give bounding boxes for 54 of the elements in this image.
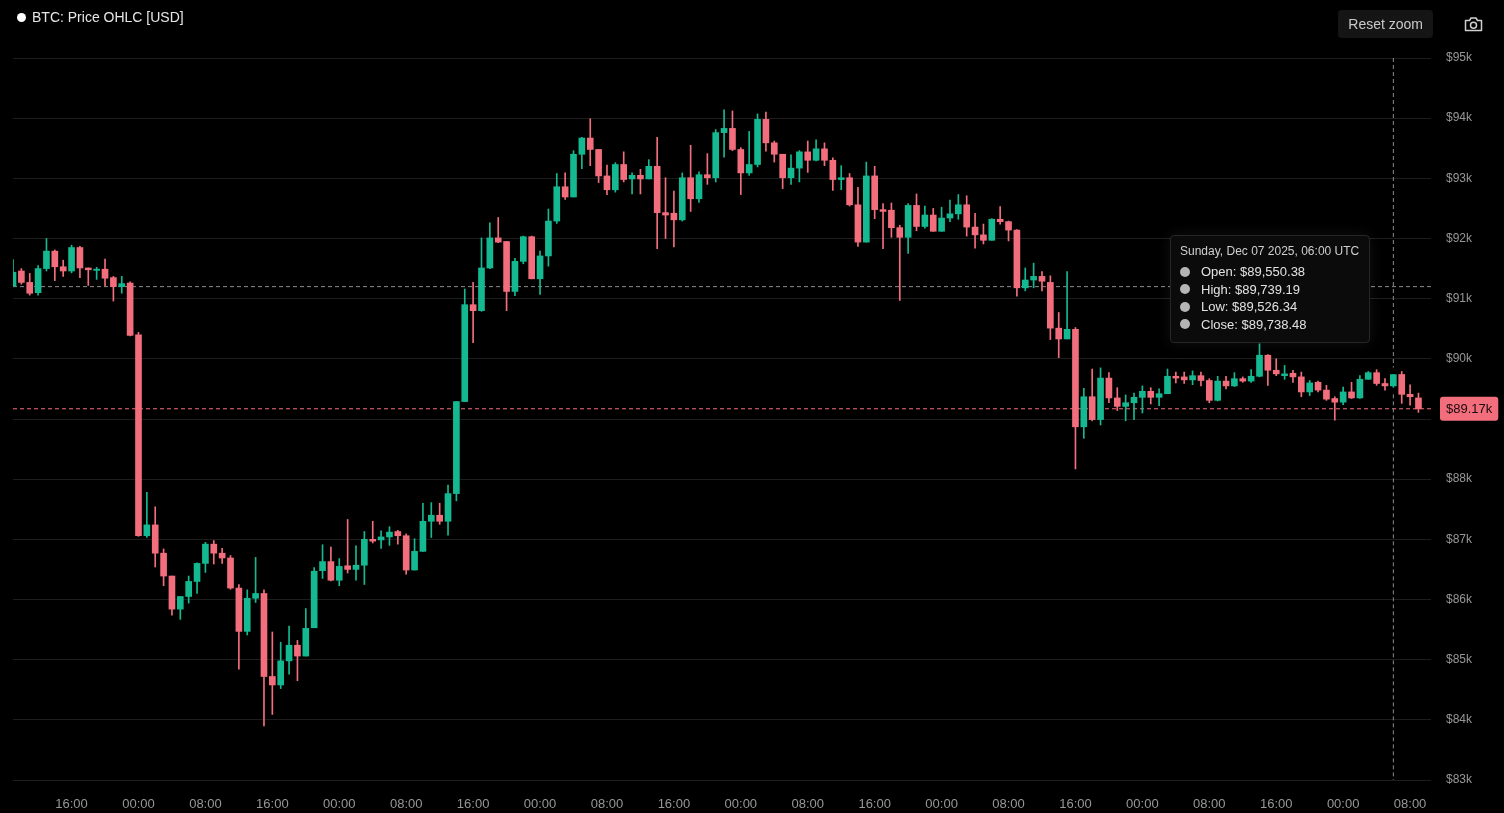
x-tick-label: 00:00 — [925, 796, 958, 812]
x-tick-label: 08:00 — [1393, 796, 1427, 812]
annotation: Low: $89,526.34 — [1201, 299, 1298, 315]
x-tick-label: 16:00 — [657, 796, 691, 812]
x-tick-label: 00:00 — [122, 796, 155, 812]
annotation: High: $89,739.19 — [1201, 281, 1301, 297]
x-tick-label: 00:00 — [724, 796, 758, 812]
candlestick — [1055, 312, 1063, 358]
x-tick-label: 08:00 — [590, 796, 624, 812]
ref-line-label: $89.17k — [1446, 401, 1493, 417]
candlestick — [1130, 392, 1138, 420]
y-tick-label: $90k — [1446, 351, 1474, 366]
candlestick — [427, 502, 435, 538]
x-tick-label: 00:00 — [322, 796, 356, 812]
candlestick — [352, 545, 360, 581]
x-tick-label: 00:00 — [523, 796, 557, 812]
candlestick — [1406, 384, 1414, 406]
chart-title: BTC: Price OHLC [USD] — [32, 9, 184, 25]
x-tick-label: 08:00 — [992, 796, 1025, 812]
annotation: Close: $89,738.48 — [1201, 316, 1307, 332]
candlestick — [1272, 358, 1280, 377]
x-tick-label: 16:00 — [55, 796, 88, 812]
y-tick-label: $87k — [1446, 531, 1474, 546]
reset-zoom-button: Reset zoom — [1338, 10, 1433, 38]
candlestick — [879, 203, 887, 250]
candlestick — [1381, 378, 1389, 391]
x-tick-label: 08:00 — [791, 796, 825, 812]
y-tick-label: $94k — [1446, 110, 1474, 125]
x-tick-label: 08:00 — [1193, 796, 1226, 812]
y-tick-label: $88k — [1446, 471, 1474, 486]
x-tick-label: 16:00 — [456, 796, 490, 812]
candlestick — [996, 206, 1004, 225]
y-tick-label: $85k — [1446, 651, 1474, 666]
candlestick — [720, 109, 728, 158]
annotation: Sunday, Dec 07 2025, 06:00 UTC — [1180, 243, 1360, 259]
candlestick — [837, 165, 845, 191]
y-tick-label: $93k — [1446, 170, 1474, 185]
x-tick-label: 08:00 — [389, 796, 423, 812]
x-tick-label: 16:00 — [1259, 796, 1293, 812]
y-tick-label: $92k — [1446, 230, 1474, 245]
y-tick-label: $91k — [1446, 290, 1474, 305]
y-tick-label: $95k — [1446, 50, 1474, 65]
y-tick-label: $84k — [1446, 712, 1474, 727]
x-tick-label: 16:00 — [1059, 796, 1092, 812]
y-tick-label: $86k — [1446, 591, 1474, 606]
y-tick-label: $83k — [1446, 772, 1474, 787]
annotation: Open: $89,550.38 — [1201, 264, 1306, 280]
candlestick — [469, 282, 477, 343]
x-tick-label: 08:00 — [189, 796, 222, 812]
x-tick-label: 16:00 — [858, 796, 891, 812]
x-tick-label: 16:00 — [256, 796, 289, 812]
candlestick — [118, 276, 126, 294]
x-tick-label: 00:00 — [1326, 796, 1360, 812]
x-tick-label: 00:00 — [1126, 796, 1159, 812]
